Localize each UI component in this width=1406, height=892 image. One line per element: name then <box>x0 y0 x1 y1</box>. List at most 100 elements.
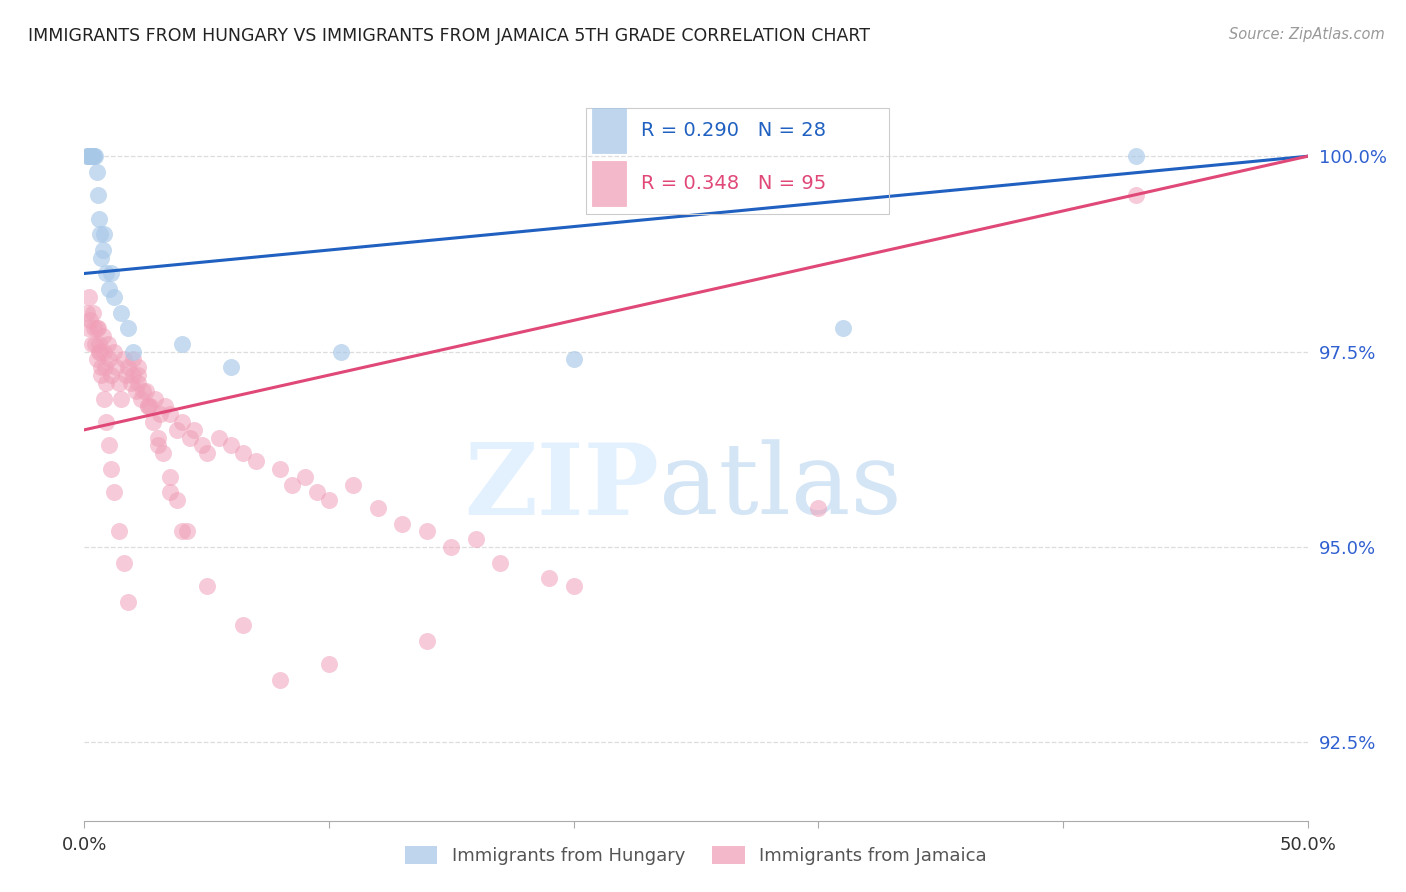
Point <box>100 368 122 383</box>
Point <box>77 321 100 335</box>
Point <box>105 360 128 375</box>
Point <box>87 188 110 202</box>
Point <box>129 392 152 406</box>
Point <box>183 423 205 437</box>
Point <box>146 431 169 445</box>
Text: Source: ZipAtlas.com: Source: ZipAtlas.com <box>1229 27 1385 42</box>
Point <box>318 657 340 672</box>
Text: ZIP: ZIP <box>464 439 659 535</box>
Point <box>107 376 129 390</box>
Point <box>176 524 198 539</box>
Point <box>91 243 114 257</box>
Point <box>84 336 107 351</box>
Point <box>146 438 169 452</box>
Point <box>562 352 585 367</box>
Point <box>208 431 231 445</box>
Point <box>318 493 340 508</box>
Point <box>115 368 138 383</box>
Point <box>172 415 194 429</box>
Point <box>142 415 165 429</box>
Point <box>84 149 107 163</box>
Point <box>90 251 112 265</box>
Point <box>89 227 111 242</box>
Point <box>807 500 830 515</box>
Point <box>464 533 486 547</box>
Point <box>166 493 188 508</box>
Point <box>179 431 201 445</box>
Point <box>96 415 118 429</box>
Point <box>122 352 145 367</box>
Point <box>132 384 155 398</box>
Point <box>80 149 103 163</box>
Point <box>219 438 242 452</box>
Point <box>110 305 132 319</box>
Point <box>269 462 291 476</box>
Point <box>87 321 110 335</box>
Point <box>87 344 110 359</box>
Point <box>416 633 439 648</box>
Point <box>86 321 108 335</box>
Point <box>77 149 100 163</box>
Point <box>112 556 135 570</box>
Point <box>122 344 145 359</box>
Point <box>103 290 125 304</box>
Point <box>127 376 149 390</box>
Point <box>117 321 139 335</box>
Point <box>159 485 181 500</box>
Point <box>76 305 98 319</box>
Point <box>82 149 104 163</box>
Point <box>135 384 157 398</box>
Text: R = 0.348   N = 95: R = 0.348 N = 95 <box>641 174 827 194</box>
Point <box>149 407 172 421</box>
Point <box>127 360 149 375</box>
Point <box>219 360 242 375</box>
Point <box>110 392 132 406</box>
Point <box>83 321 105 335</box>
Point <box>120 376 142 390</box>
Point <box>232 446 254 460</box>
Point <box>538 571 561 585</box>
Point <box>94 360 117 375</box>
Point <box>87 336 110 351</box>
Point <box>143 392 166 406</box>
Point <box>90 360 112 375</box>
Point <box>91 329 114 343</box>
Point <box>103 344 125 359</box>
Legend: Immigrants from Hungary, Immigrants from Jamaica: Immigrants from Hungary, Immigrants from… <box>398 838 994 872</box>
Point <box>89 344 111 359</box>
Point <box>367 500 389 515</box>
FancyBboxPatch shape <box>592 161 626 206</box>
Text: IMMIGRANTS FROM HUNGARY VS IMMIGRANTS FROM JAMAICA 5TH GRADE CORRELATION CHART: IMMIGRANTS FROM HUNGARY VS IMMIGRANTS FR… <box>28 27 870 45</box>
FancyBboxPatch shape <box>592 108 626 153</box>
Point <box>191 438 214 452</box>
Point <box>172 336 194 351</box>
Point <box>117 595 139 609</box>
Point <box>107 524 129 539</box>
Text: R = 0.290   N = 28: R = 0.290 N = 28 <box>641 121 825 140</box>
Point <box>1125 188 1147 202</box>
Point <box>97 282 120 296</box>
Point <box>86 352 108 367</box>
Point <box>153 400 176 414</box>
Point <box>96 376 118 390</box>
Point <box>440 540 463 554</box>
Point <box>77 149 100 163</box>
Point <box>416 524 439 539</box>
Point <box>281 477 304 491</box>
Point <box>97 438 120 452</box>
Point <box>79 149 101 163</box>
Point <box>1125 149 1147 163</box>
Point <box>342 477 364 491</box>
Point <box>195 446 218 460</box>
Point <box>93 227 115 242</box>
Point <box>96 267 118 281</box>
Point <box>79 313 101 327</box>
Text: atlas: atlas <box>659 439 903 535</box>
Point <box>97 352 120 367</box>
Point <box>97 336 120 351</box>
Point <box>159 469 181 483</box>
Point <box>166 423 188 437</box>
Point <box>305 485 328 500</box>
Point <box>269 673 291 687</box>
Point <box>294 469 316 483</box>
